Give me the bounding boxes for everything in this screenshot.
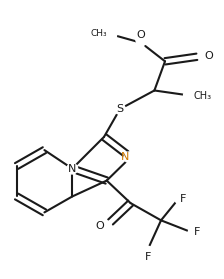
Circle shape — [188, 227, 199, 237]
Circle shape — [142, 246, 153, 257]
Text: O: O — [96, 221, 105, 231]
Text: CH₃: CH₃ — [90, 29, 107, 38]
Circle shape — [183, 86, 204, 106]
Text: S: S — [116, 104, 123, 114]
Circle shape — [199, 51, 209, 61]
Circle shape — [115, 104, 125, 114]
Text: O: O — [137, 30, 146, 40]
Circle shape — [175, 194, 186, 205]
Circle shape — [67, 163, 78, 174]
Circle shape — [124, 152, 135, 163]
Text: N: N — [68, 164, 76, 174]
Text: O: O — [204, 51, 213, 61]
Circle shape — [136, 34, 146, 45]
Circle shape — [99, 220, 110, 231]
Circle shape — [97, 23, 117, 44]
Text: F: F — [180, 194, 187, 204]
Text: F: F — [194, 227, 200, 237]
Text: F: F — [144, 252, 151, 262]
Text: CH₃: CH₃ — [194, 91, 212, 101]
Text: N: N — [121, 152, 129, 162]
